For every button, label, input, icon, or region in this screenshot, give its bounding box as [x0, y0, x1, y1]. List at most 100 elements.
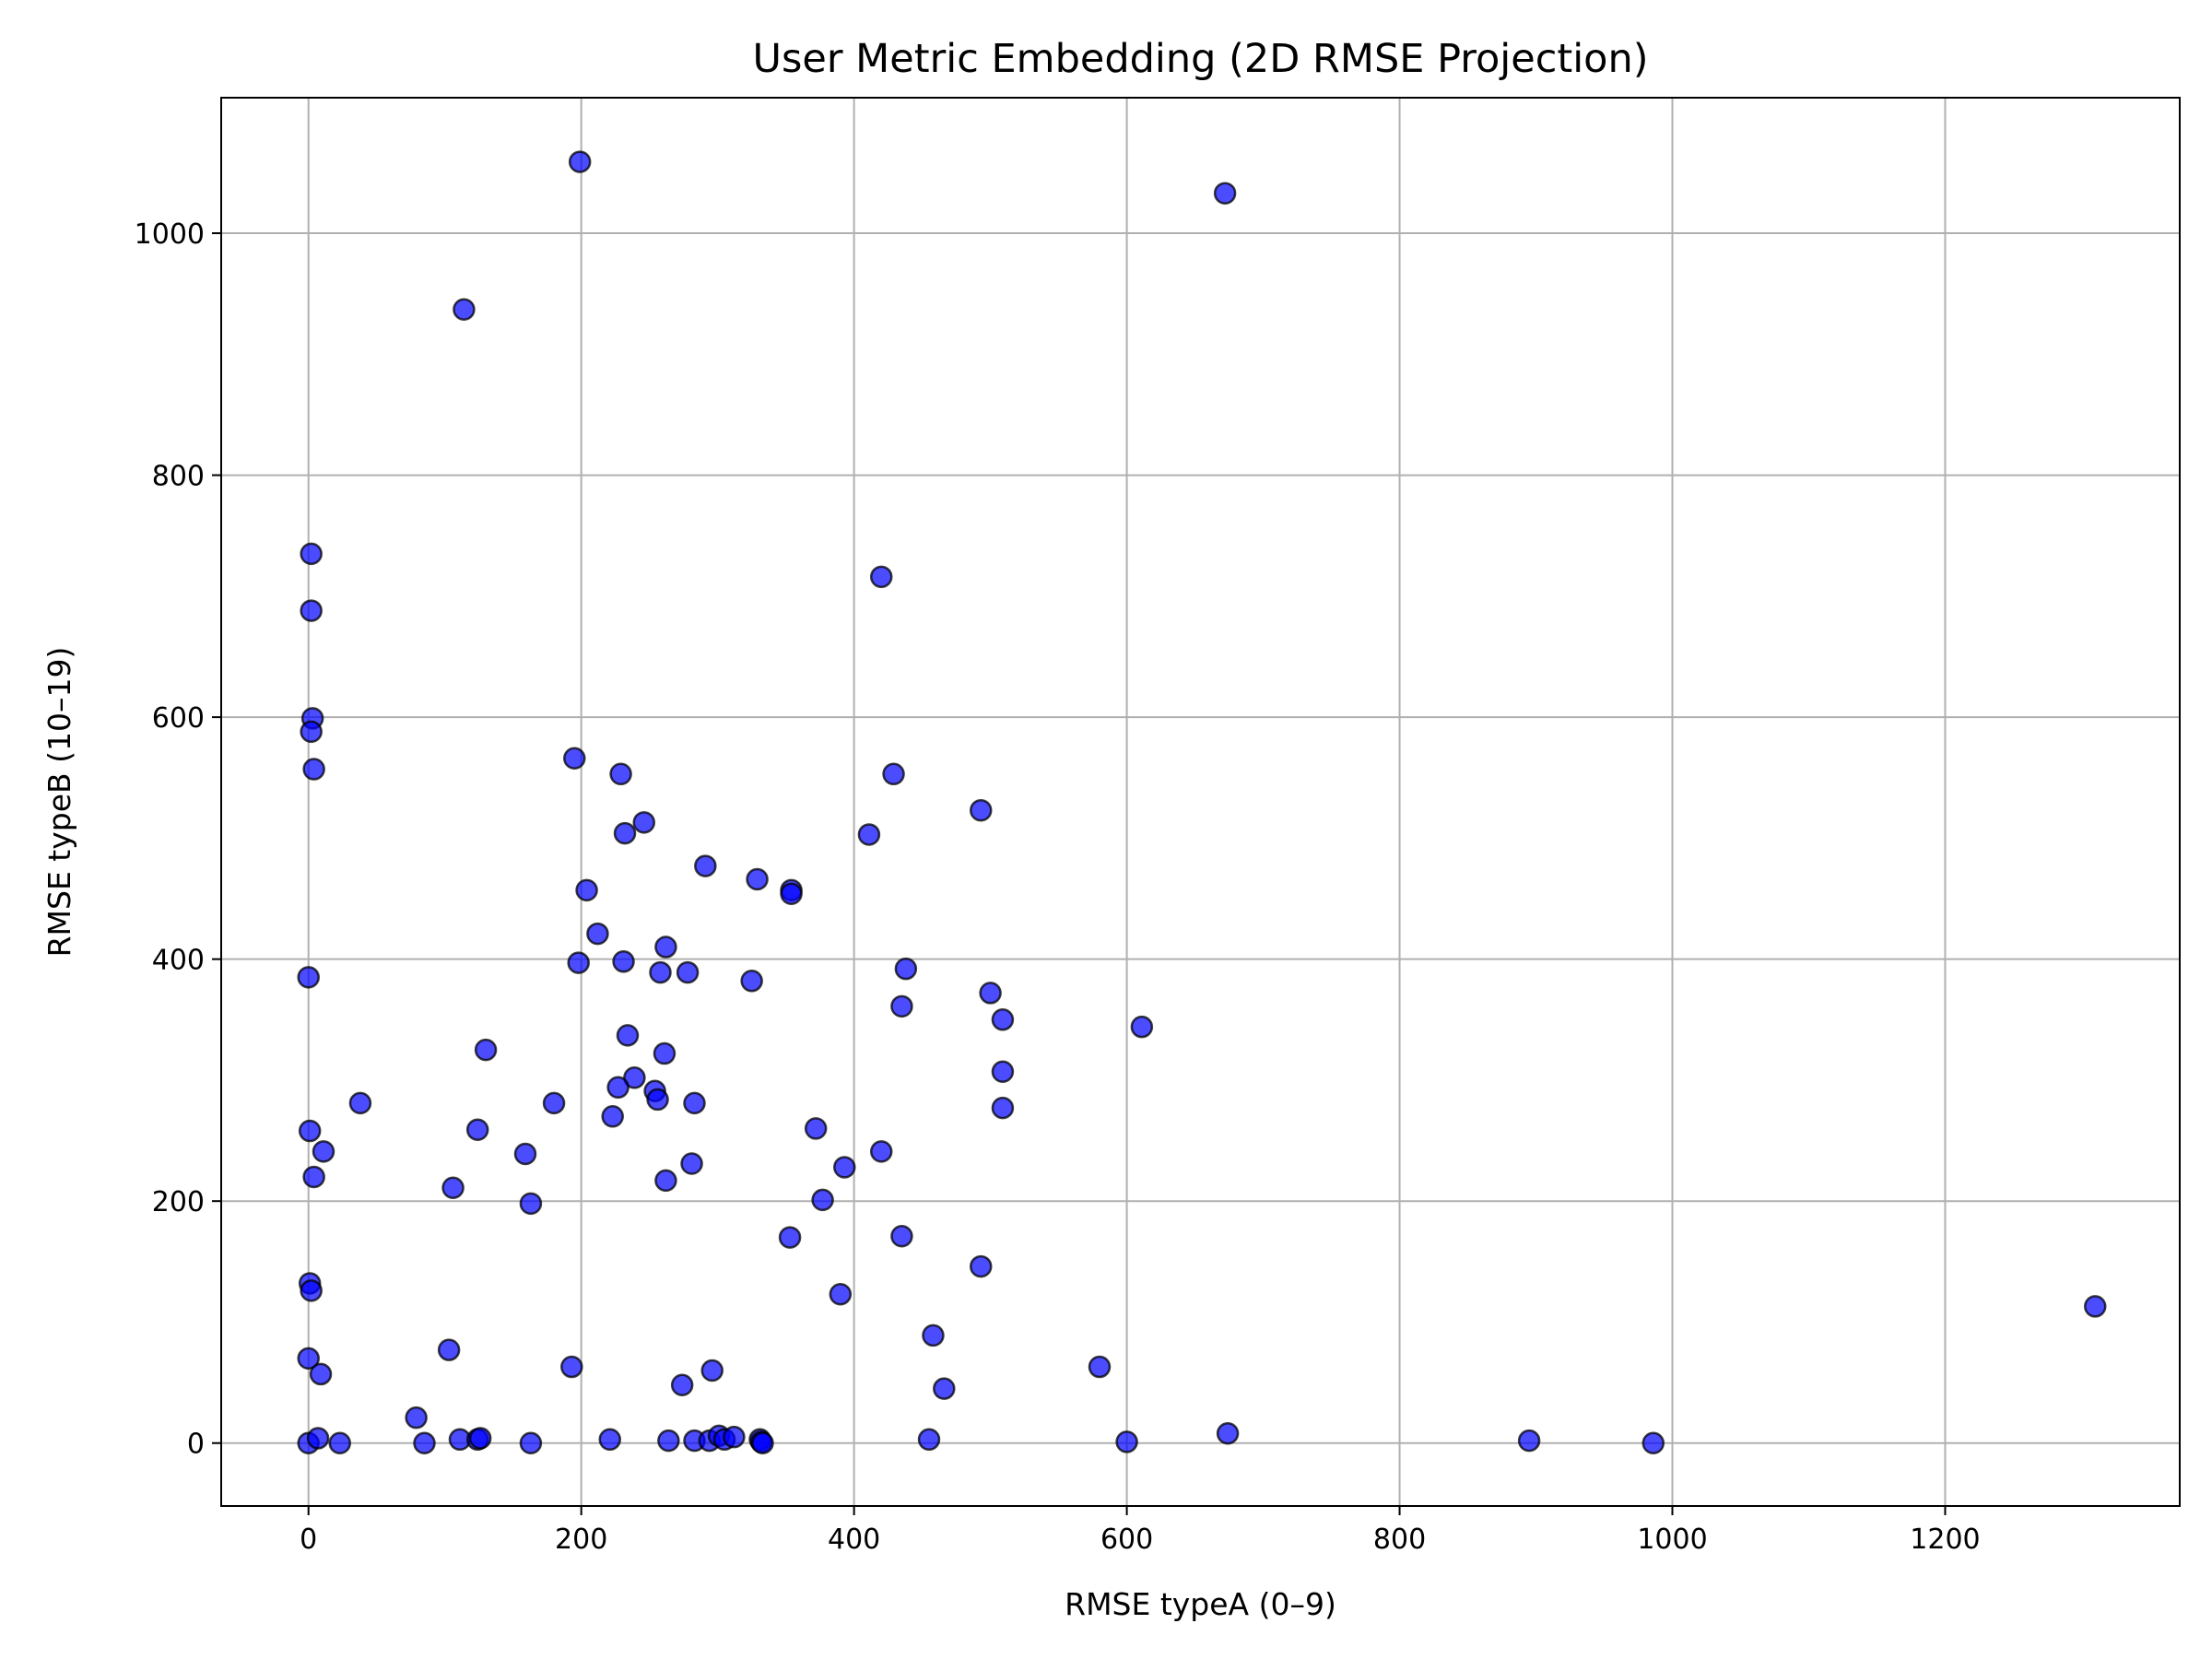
data-point: [306, 1427, 330, 1450]
x-axis-ticks: 0 200 400 600 800 1000 1200: [300, 1506, 1981, 1556]
x-tick-label: 200: [555, 1524, 607, 1556]
data-point: [441, 1176, 465, 1200]
data-point: [623, 1066, 646, 1089]
data-point: [474, 1038, 498, 1062]
data-point: [1088, 1355, 1112, 1379]
y-tick-label: 200: [152, 1186, 205, 1218]
grid: [221, 98, 2180, 1506]
data-point: [300, 1279, 323, 1302]
data-point: [606, 1076, 629, 1100]
data-point: [649, 960, 672, 984]
data-point: [519, 1192, 543, 1216]
data-point: [653, 1041, 677, 1065]
data-point: [970, 798, 993, 822]
data-point: [890, 994, 913, 1018]
data-point: [453, 298, 476, 321]
data-point: [869, 565, 893, 589]
data-point: [632, 811, 655, 834]
data-point: [780, 882, 803, 906]
data-point: [991, 1008, 1015, 1031]
data-point: [654, 935, 677, 959]
data-point: [437, 1338, 461, 1361]
x-tick-label: 400: [828, 1524, 880, 1556]
y-axis-ticks: 0 200 400 600 800 1000: [135, 218, 221, 1461]
data-point: [413, 1431, 436, 1454]
data-points: [297, 150, 2107, 1454]
data-point: [567, 951, 590, 974]
y-tick-label: 800: [152, 461, 205, 493]
data-point: [309, 1362, 333, 1386]
data-point: [601, 1105, 624, 1128]
data-point: [613, 821, 637, 845]
data-point: [670, 1373, 694, 1396]
y-tick-label: 600: [152, 702, 205, 735]
data-point: [300, 720, 323, 744]
data-point: [297, 966, 320, 989]
plot-frame: [220, 97, 2181, 1507]
data-point: [575, 878, 598, 902]
x-tick-label: 1200: [1910, 1524, 1980, 1556]
data-point: [882, 762, 905, 786]
data-point: [312, 1140, 335, 1163]
data-point: [804, 1117, 828, 1140]
data-point: [328, 1431, 351, 1454]
chart-title: User Metric Embedding (2D RMSE Projectio…: [752, 36, 1648, 82]
data-point: [746, 867, 769, 891]
data-point: [298, 1119, 322, 1143]
data-point: [1517, 1429, 1541, 1453]
y-tick-label: 400: [152, 945, 205, 977]
data-point: [616, 1024, 640, 1047]
data-point: [979, 982, 1002, 1005]
data-point: [778, 1226, 802, 1249]
data-point: [991, 1096, 1015, 1120]
data-point: [1115, 1430, 1138, 1453]
data-point: [513, 1142, 537, 1166]
x-tick-label: 0: [300, 1524, 317, 1556]
data-point: [694, 854, 717, 877]
data-point: [302, 1165, 325, 1189]
data-point: [1130, 1015, 1154, 1039]
data-point: [1641, 1431, 1665, 1454]
data-point: [609, 762, 632, 786]
data-point: [991, 1060, 1015, 1083]
data-point: [933, 1377, 956, 1400]
data-point: [300, 542, 323, 566]
data-point: [612, 950, 635, 973]
data-point: [680, 1152, 703, 1175]
data-point: [857, 823, 881, 846]
data-point: [700, 1359, 724, 1382]
data-point: [563, 747, 586, 770]
data-point: [676, 960, 700, 984]
x-tick-label: 1000: [1637, 1524, 1707, 1556]
data-point: [922, 1324, 945, 1347]
data-point: [894, 957, 918, 981]
data-point: [542, 1091, 566, 1115]
data-point: [683, 1091, 706, 1115]
data-point: [300, 599, 323, 622]
data-point: [646, 1088, 669, 1112]
data-point: [598, 1428, 621, 1452]
data-point: [1216, 1421, 1240, 1445]
y-tick-label: 0: [187, 1429, 205, 1461]
x-tick-label: 800: [1373, 1524, 1426, 1556]
data-point: [586, 922, 609, 946]
data-point: [519, 1431, 543, 1454]
data-point: [740, 970, 763, 993]
data-point: [811, 1188, 834, 1212]
data-point: [568, 150, 592, 173]
data-point: [657, 1429, 680, 1453]
data-point: [465, 1118, 489, 1141]
data-point: [917, 1428, 941, 1452]
data-point: [405, 1406, 428, 1430]
data-point: [970, 1254, 993, 1278]
data-point: [348, 1091, 372, 1115]
data-point: [297, 1347, 320, 1371]
data-point: [829, 1283, 853, 1306]
data-point: [560, 1355, 583, 1379]
data-point: [751, 1431, 774, 1454]
data-point: [890, 1225, 913, 1248]
data-point: [723, 1425, 746, 1449]
data-point: [468, 1427, 492, 1450]
